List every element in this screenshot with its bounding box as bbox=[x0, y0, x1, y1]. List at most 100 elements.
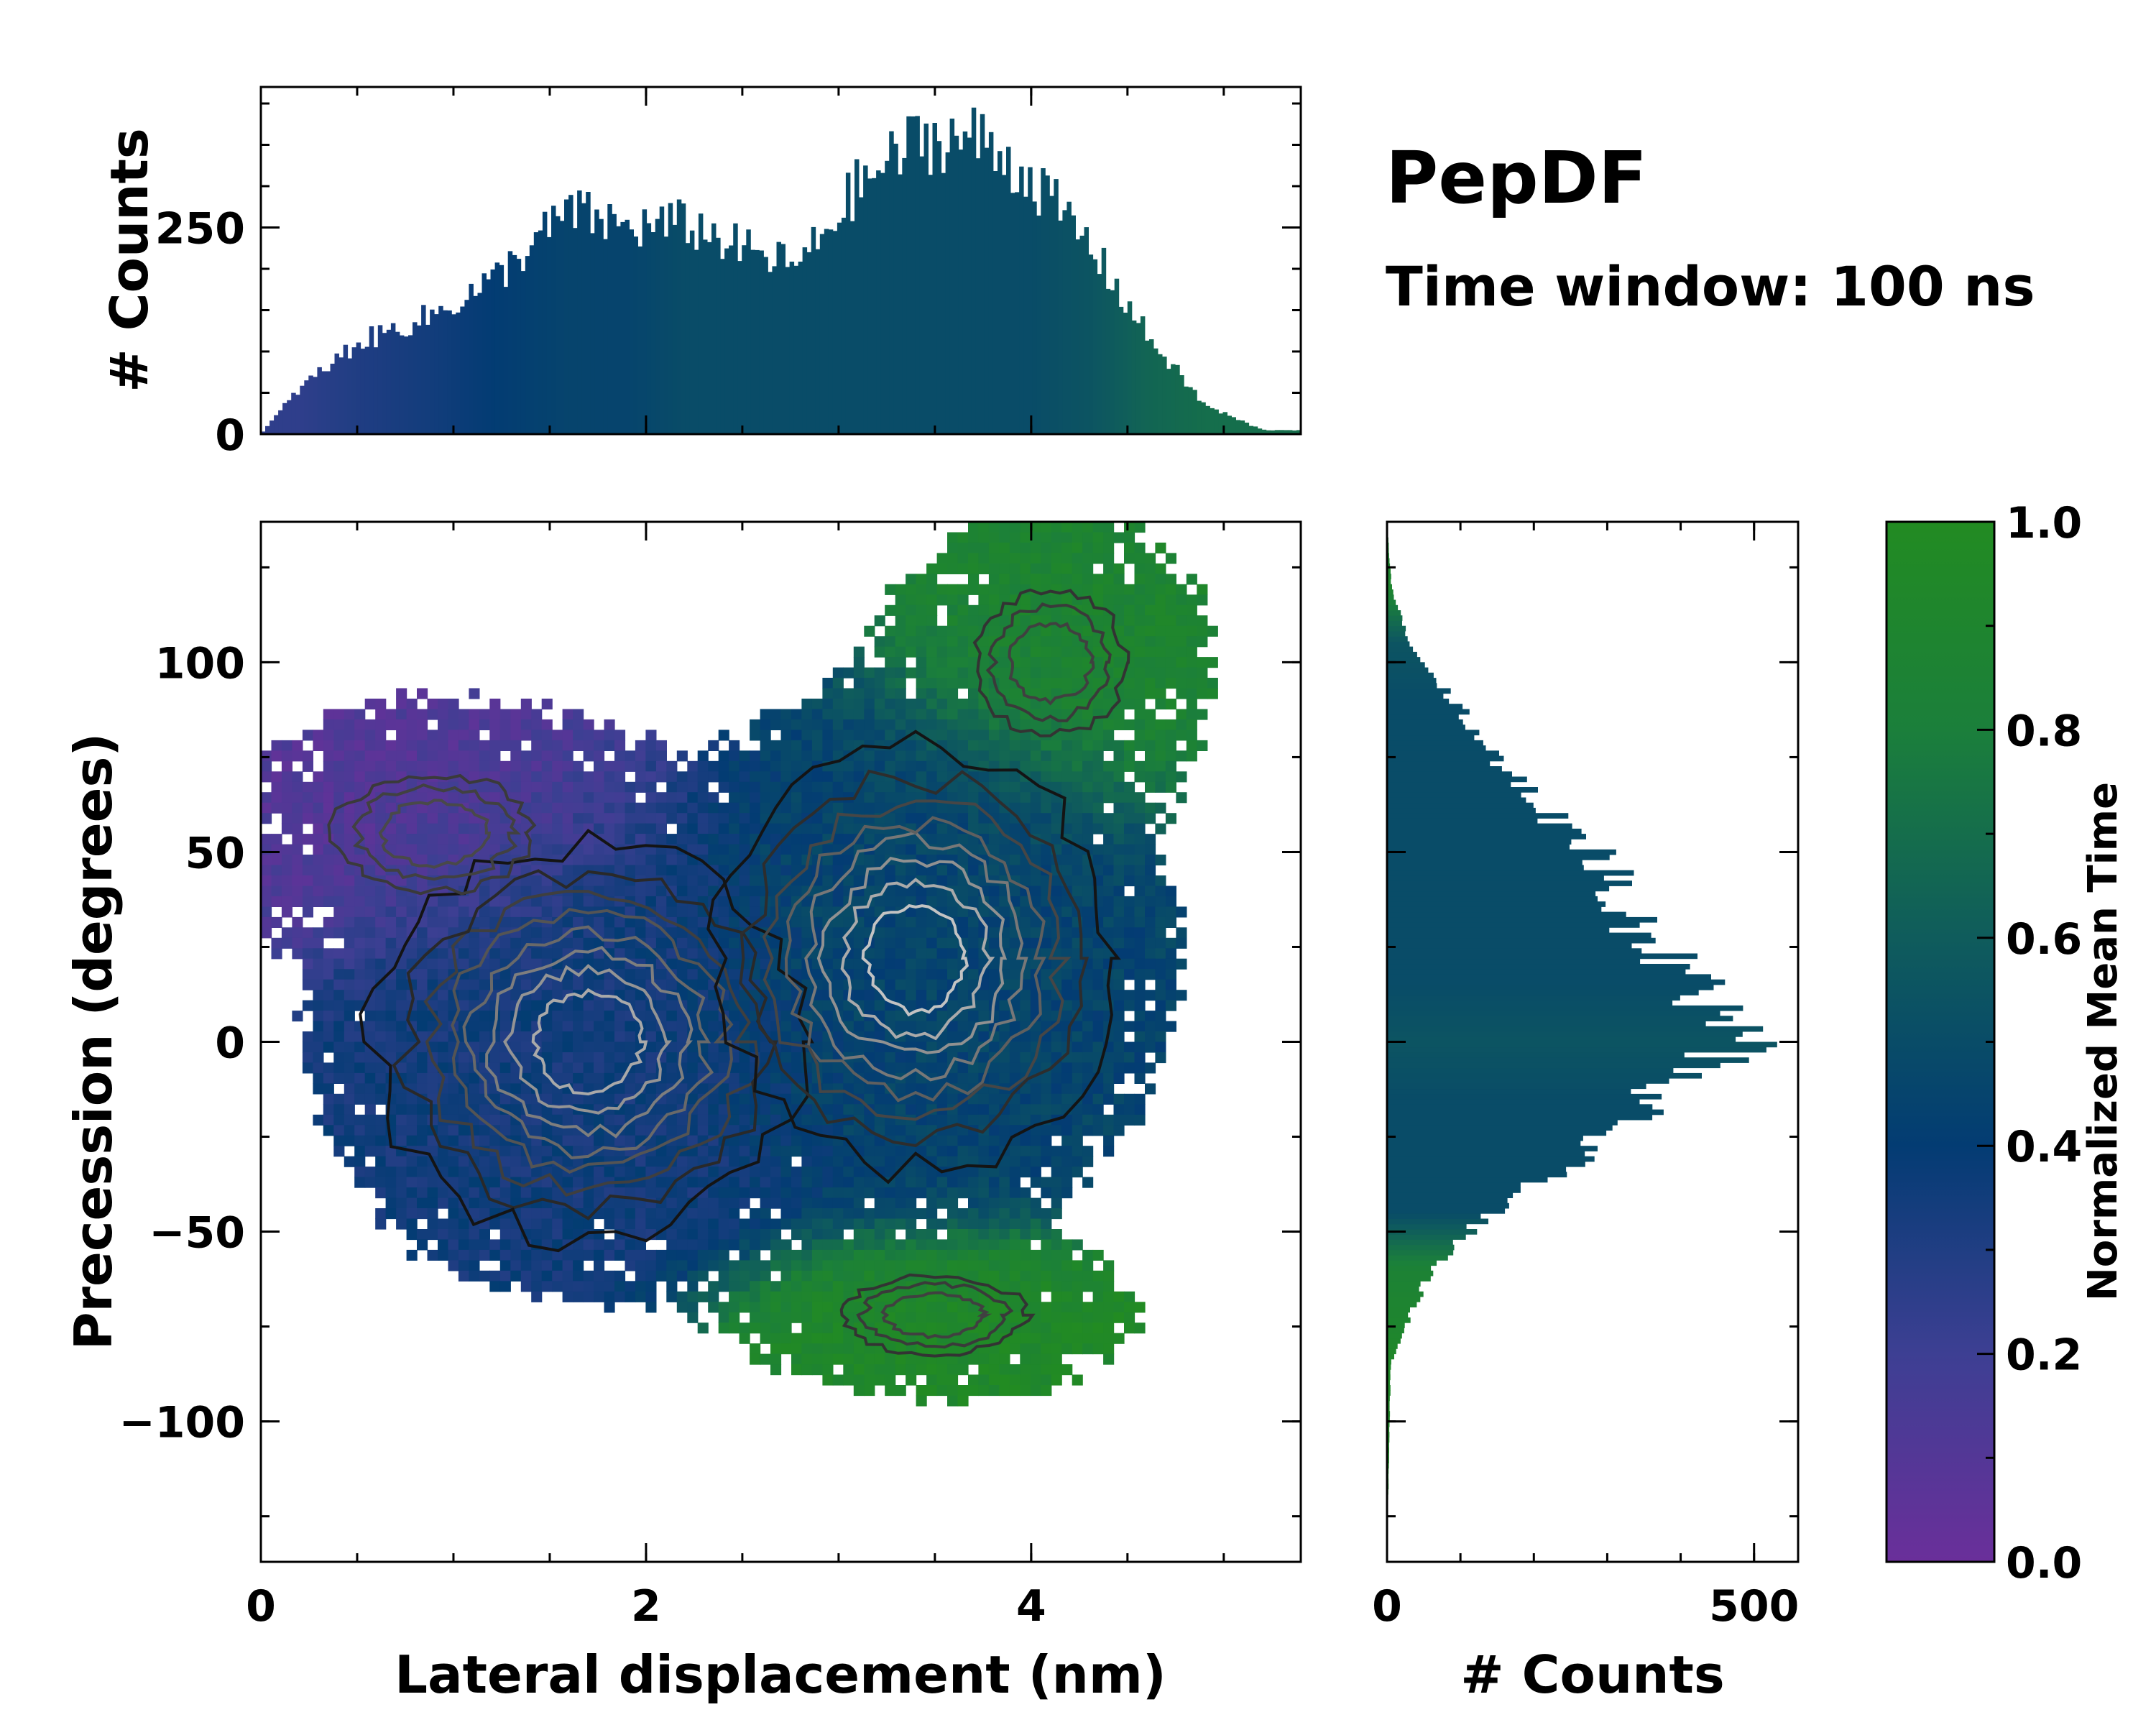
heatmap-cell bbox=[770, 1291, 782, 1302]
heatmap-cell bbox=[552, 823, 563, 834]
heatmap-cell bbox=[666, 1072, 678, 1084]
heatmap-cell bbox=[541, 1052, 553, 1064]
heatmap-cell bbox=[1155, 1031, 1166, 1043]
heatmap-cell bbox=[822, 771, 834, 783]
heatmap-cell bbox=[947, 1177, 959, 1188]
heatmap-cell bbox=[791, 1291, 803, 1302]
heatmap-cell bbox=[510, 1260, 522, 1271]
heatmap-cell bbox=[729, 781, 740, 793]
heatmap-cell bbox=[479, 750, 490, 762]
heatmap-cell bbox=[562, 1229, 573, 1241]
heatmap-cell bbox=[396, 1135, 407, 1146]
heatmap-cell bbox=[718, 916, 729, 928]
heatmap-cell bbox=[1145, 625, 1156, 637]
heatmap-cell bbox=[645, 730, 657, 741]
heatmap-cell bbox=[739, 802, 750, 814]
heatmap-cell bbox=[625, 1249, 636, 1261]
heatmap-cell bbox=[760, 719, 771, 730]
heatmap-cell bbox=[635, 969, 646, 980]
heatmap-cell bbox=[1061, 730, 1073, 741]
heatmap-cell bbox=[1145, 646, 1156, 658]
heatmap-cell bbox=[1124, 522, 1135, 533]
heatmap-cell bbox=[666, 1114, 678, 1126]
heatmap-cell bbox=[1072, 1260, 1083, 1271]
heatmap-cell bbox=[531, 1208, 543, 1220]
heatmap-cell bbox=[832, 1218, 844, 1230]
heatmap-cell bbox=[666, 1260, 678, 1271]
heatmap-cell bbox=[541, 834, 553, 845]
heatmap-cell bbox=[1009, 886, 1021, 897]
heatmap-cell bbox=[1030, 625, 1041, 637]
heatmap-cell bbox=[666, 855, 678, 866]
heatmap-cell bbox=[1051, 802, 1062, 814]
heatmap-cell bbox=[1051, 1104, 1062, 1116]
heatmap-cell bbox=[708, 834, 719, 845]
heatmap-cell bbox=[625, 990, 636, 1001]
heatmap-cell bbox=[926, 688, 938, 699]
heatmap-cell bbox=[666, 1197, 678, 1209]
heatmap-cell bbox=[344, 1093, 355, 1105]
heatmap-cell bbox=[479, 1011, 490, 1022]
heatmap-cell bbox=[1176, 615, 1187, 627]
heatmap-cell bbox=[448, 865, 459, 876]
heatmap-cell bbox=[906, 896, 917, 907]
heatmap-cell bbox=[635, 1000, 646, 1011]
heatmap-cell bbox=[1009, 1021, 1021, 1032]
heatmap-cell bbox=[916, 958, 927, 970]
heatmap-cell bbox=[645, 1249, 657, 1261]
heatmap-cell bbox=[479, 802, 490, 814]
heatmap-cell bbox=[1020, 1187, 1031, 1199]
heatmap-cell bbox=[885, 865, 896, 876]
heatmap-cell bbox=[1165, 719, 1176, 730]
heatmap-cell bbox=[936, 1249, 948, 1261]
heatmap-cell bbox=[552, 750, 563, 762]
heatmap-cell bbox=[552, 813, 563, 824]
heatmap-cell bbox=[999, 1011, 1010, 1022]
heatmap-cell bbox=[666, 1291, 678, 1302]
heatmap-cell bbox=[313, 1011, 324, 1022]
heatmap-cell bbox=[1051, 657, 1062, 668]
heatmap-cell bbox=[1082, 1052, 1094, 1064]
heatmap-cell bbox=[573, 1093, 584, 1105]
heatmap-cell bbox=[864, 760, 875, 772]
heatmap-cell bbox=[801, 937, 813, 949]
heatmap-cell bbox=[968, 1239, 980, 1251]
heatmap-cell bbox=[344, 813, 355, 824]
heatmap-cell bbox=[895, 709, 906, 720]
heatmap-cell bbox=[957, 916, 969, 928]
heatmap-cell bbox=[1113, 781, 1125, 793]
heatmap-cell bbox=[1155, 948, 1166, 960]
heatmap-cell bbox=[531, 844, 543, 855]
heatmap-cell bbox=[1113, 927, 1125, 939]
heatmap-cell bbox=[531, 1218, 543, 1230]
heatmap-cell bbox=[1020, 740, 1031, 751]
heatmap-cell bbox=[510, 750, 522, 762]
heatmap-cell bbox=[271, 771, 282, 783]
heatmap-cell bbox=[1124, 688, 1135, 699]
heatmap-cell bbox=[895, 1167, 906, 1178]
heatmap-cell bbox=[926, 1177, 938, 1188]
heatmap-cell bbox=[1072, 781, 1083, 793]
heatmap-cell bbox=[417, 740, 428, 751]
heatmap-cell bbox=[843, 855, 854, 866]
heatmap-cell bbox=[906, 667, 917, 678]
heatmap-cell bbox=[936, 584, 948, 595]
heatmap-cell bbox=[791, 802, 803, 814]
heatmap-cell bbox=[832, 1281, 844, 1292]
heatmap-cell bbox=[864, 625, 875, 637]
heatmap-cell bbox=[1092, 1270, 1104, 1282]
heatmap-cell bbox=[978, 1000, 990, 1011]
heatmap-cell bbox=[1051, 875, 1062, 887]
heatmap-cell bbox=[614, 1104, 626, 1116]
heatmap-cell bbox=[1103, 834, 1115, 845]
heatmap-cell bbox=[302, 760, 313, 772]
heatmap-cell bbox=[729, 750, 740, 762]
heatmap-cell bbox=[1134, 802, 1146, 814]
heatmap-cell bbox=[479, 709, 490, 720]
heatmap-cell bbox=[635, 1093, 646, 1105]
heatmap-cell bbox=[562, 1114, 573, 1126]
heatmap-cell bbox=[895, 865, 906, 876]
heatmap-cell bbox=[1092, 823, 1104, 834]
heatmap-cell bbox=[614, 1197, 626, 1209]
heatmap-cell bbox=[718, 1302, 729, 1313]
